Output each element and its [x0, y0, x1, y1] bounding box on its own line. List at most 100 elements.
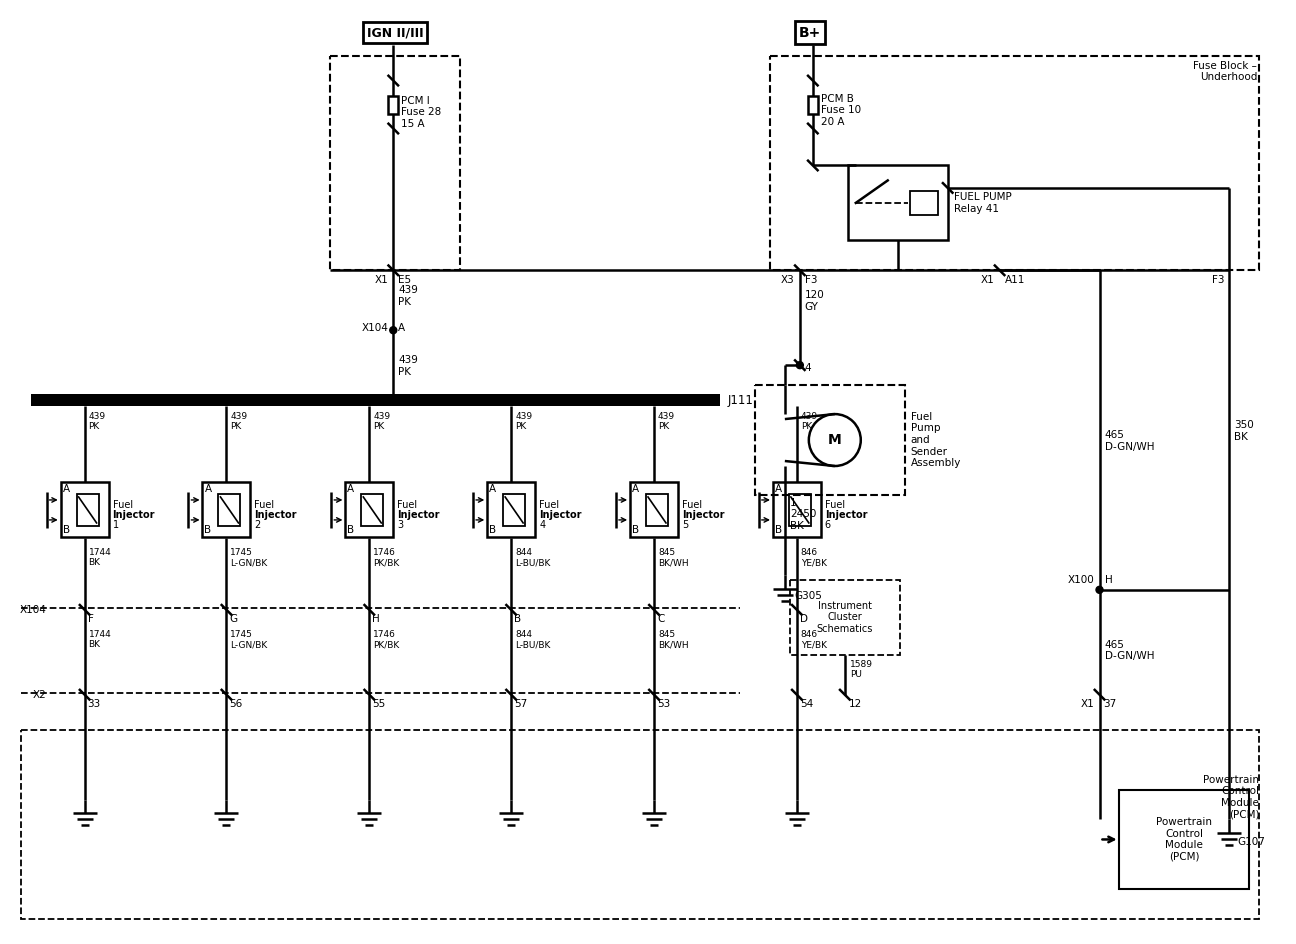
Text: 439
PK: 439 PK — [231, 413, 248, 431]
Text: 350
BK: 350 BK — [1234, 420, 1255, 442]
Text: 33: 33 — [88, 699, 101, 709]
Circle shape — [390, 327, 397, 333]
Text: Fuel
Pump
and
Sender
Assembly: Fuel Pump and Sender Assembly — [911, 412, 962, 468]
Text: B: B — [62, 526, 70, 535]
Bar — [21, 730, 1260, 919]
Circle shape — [1096, 586, 1103, 594]
Bar — [330, 56, 460, 270]
Text: 1744
BK: 1744 BK — [88, 630, 111, 649]
Text: 846
YE/BK: 846 YE/BK — [801, 630, 827, 649]
Bar — [910, 191, 938, 215]
Text: 439
PK: 439 PK — [88, 413, 106, 431]
Text: Instrument
Cluster
Schematics: Instrument Cluster Schematics — [816, 600, 874, 633]
Text: 1: 1 — [789, 498, 797, 508]
Text: 439
PK: 439 PK — [398, 355, 419, 377]
Text: X104: X104 — [19, 605, 47, 615]
Text: J111: J111 — [728, 394, 754, 407]
Bar — [61, 482, 109, 537]
Text: 845
BK/WH: 845 BK/WH — [658, 630, 688, 649]
Text: F: F — [88, 614, 93, 624]
Text: Injector: Injector — [682, 510, 724, 520]
Text: 4: 4 — [539, 520, 546, 530]
Text: Injector: Injector — [113, 510, 156, 520]
Text: 439
PK: 439 PK — [373, 413, 390, 431]
Bar — [807, 95, 818, 113]
Text: 1745
L-GN/BK: 1745 L-GN/BK — [231, 630, 268, 649]
Text: B: B — [632, 526, 639, 535]
Text: 465
D-GN/WH: 465 D-GN/WH — [1104, 640, 1153, 662]
Bar — [31, 394, 719, 406]
Text: 3: 3 — [398, 520, 403, 530]
Bar — [202, 482, 250, 537]
Text: A: A — [205, 484, 211, 495]
Text: 120
GY: 120 GY — [805, 290, 824, 312]
Text: Fuel: Fuel — [254, 500, 275, 510]
Text: 846
YE/BK: 846 YE/BK — [801, 548, 827, 567]
Text: 439
PK: 439 PK — [515, 413, 533, 431]
Bar — [362, 494, 384, 526]
Text: A: A — [775, 484, 781, 495]
Text: H: H — [1104, 575, 1112, 585]
Text: Fuel: Fuel — [682, 500, 702, 510]
Text: A: A — [398, 323, 406, 333]
Text: G305: G305 — [794, 591, 823, 600]
Text: 2450
BK: 2450 BK — [789, 509, 816, 531]
Text: Fuel: Fuel — [539, 500, 560, 510]
Bar — [630, 482, 678, 537]
Text: 56: 56 — [229, 699, 242, 709]
Text: A: A — [489, 484, 496, 495]
Text: Injector: Injector — [539, 510, 582, 520]
Bar — [1120, 789, 1249, 889]
Text: Injector: Injector — [398, 510, 439, 520]
Circle shape — [796, 362, 804, 369]
Bar — [76, 494, 98, 526]
Text: PCM I
Fuse 28
15 A: PCM I Fuse 28 15 A — [402, 95, 442, 128]
Text: IGN II/III: IGN II/III — [367, 26, 424, 39]
Text: X1: X1 — [1081, 699, 1095, 709]
Bar — [754, 385, 905, 495]
Text: M: M — [828, 433, 841, 447]
Text: X1: X1 — [375, 276, 389, 285]
Bar — [848, 165, 947, 241]
Text: X104: X104 — [362, 323, 389, 333]
Bar — [389, 95, 398, 113]
Bar — [503, 494, 525, 526]
Text: A: A — [62, 484, 70, 495]
Bar — [789, 580, 899, 655]
Text: 439
PK: 439 PK — [801, 413, 818, 431]
Text: A11: A11 — [1004, 276, 1025, 285]
Text: 1589
PU: 1589 PU — [850, 660, 872, 679]
Text: 845
BK/WH: 845 BK/WH — [658, 548, 688, 567]
Text: B: B — [489, 526, 496, 535]
Text: 439
PK: 439 PK — [658, 413, 675, 431]
Text: 53: 53 — [657, 699, 670, 709]
Text: B: B — [775, 526, 781, 535]
Bar — [772, 482, 820, 537]
Text: 4: 4 — [805, 363, 811, 373]
Text: G107: G107 — [1238, 837, 1265, 848]
Text: Powertrain
Control
Module
(PCM): Powertrain Control Module (PCM) — [1204, 775, 1260, 819]
Text: B+: B+ — [798, 25, 820, 40]
Text: F3: F3 — [805, 276, 818, 285]
Text: 12: 12 — [849, 699, 862, 709]
Text: B: B — [205, 526, 211, 535]
Text: PCM B
Fuse 10
20 A: PCM B Fuse 10 20 A — [820, 93, 861, 126]
Text: 5: 5 — [682, 520, 688, 530]
Text: FUEL PUMP
Relay 41: FUEL PUMP Relay 41 — [954, 192, 1011, 213]
Bar — [645, 494, 667, 526]
Text: X3: X3 — [781, 276, 794, 285]
Text: X100: X100 — [1068, 575, 1095, 585]
Text: Fuel: Fuel — [398, 500, 417, 510]
Text: 1: 1 — [113, 520, 119, 530]
Text: B: B — [347, 526, 354, 535]
Text: 465
D-GN/WH: 465 D-GN/WH — [1104, 430, 1153, 451]
Text: 37: 37 — [1103, 699, 1117, 709]
Text: 6: 6 — [824, 520, 831, 530]
Bar — [345, 482, 393, 537]
Text: Fuel: Fuel — [824, 500, 845, 510]
Text: 1746
PK/BK: 1746 PK/BK — [373, 630, 399, 649]
Text: F3: F3 — [1212, 276, 1225, 285]
Text: 57: 57 — [515, 699, 527, 709]
Bar — [219, 494, 241, 526]
Text: 1744
BK: 1744 BK — [88, 548, 111, 567]
